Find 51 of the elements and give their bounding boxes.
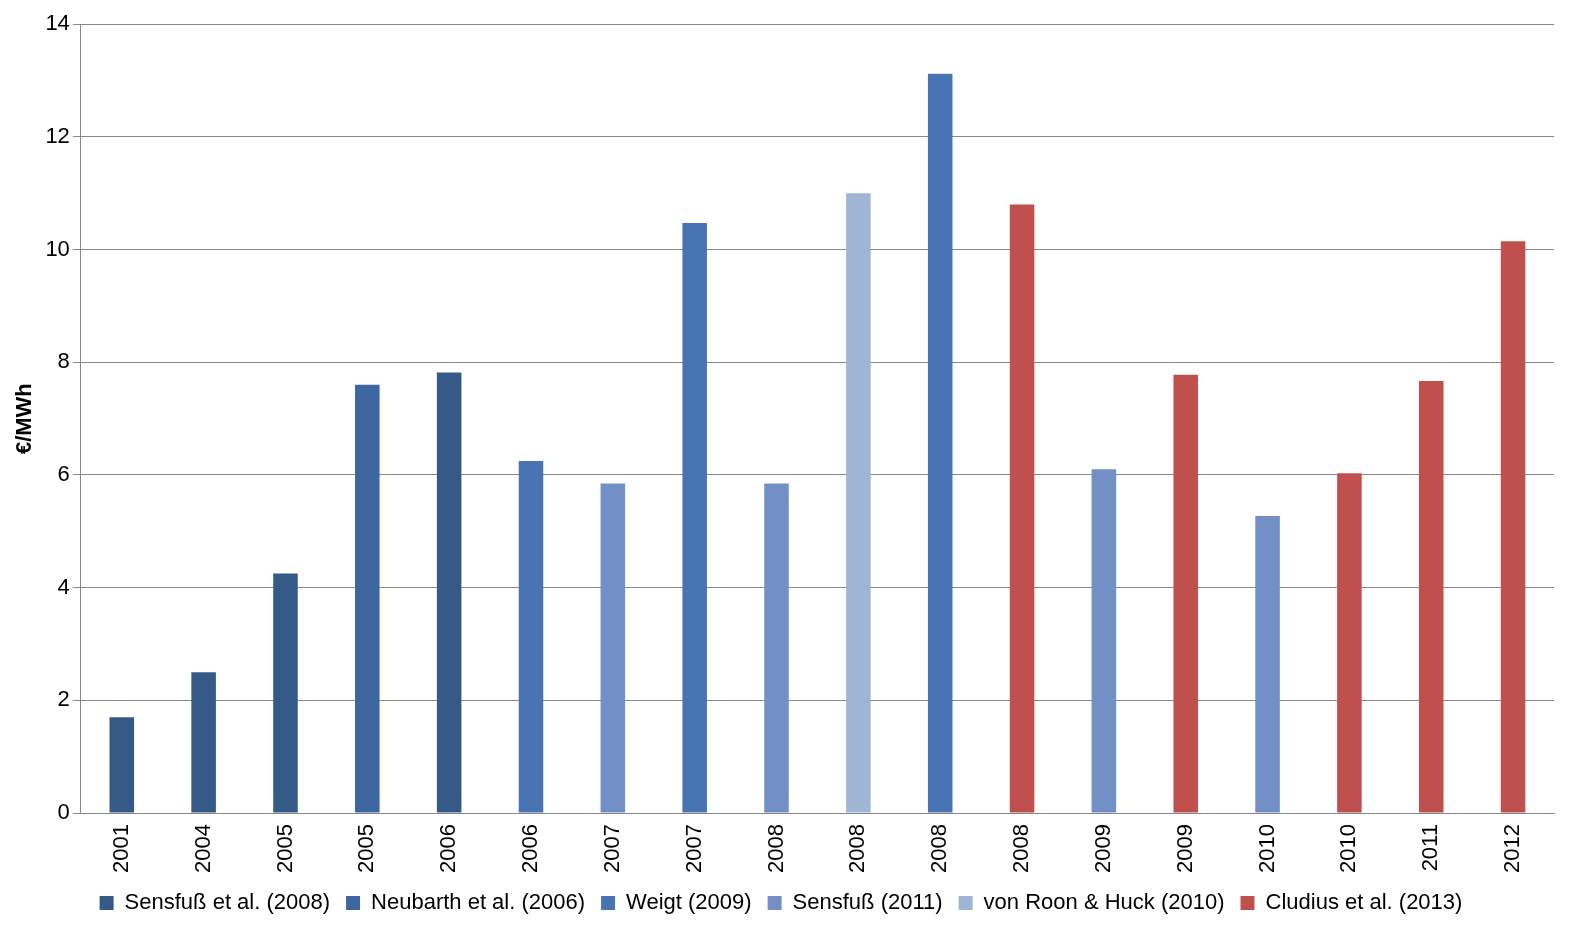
y-tick-label: 0 [57, 799, 70, 825]
bar [1337, 473, 1362, 813]
bar [846, 193, 871, 813]
y-axis-title: €/MWh [11, 383, 37, 455]
bar [273, 573, 298, 813]
x-tick-label: 2010 [1335, 824, 1361, 874]
x-tick-label: 2005 [271, 824, 297, 874]
bar [1009, 204, 1035, 813]
x-tick-label: 2010 [1253, 824, 1279, 874]
bar [600, 483, 626, 813]
x-tick-label: 2008 [762, 824, 788, 874]
bar [436, 372, 462, 813]
x-tick-label: 2007 [598, 824, 624, 874]
bar [191, 672, 216, 813]
legend-label: Weigt (2009) [626, 889, 752, 915]
x-tick-label: 2006 [517, 824, 543, 874]
bar [1091, 469, 1117, 813]
bar [682, 223, 707, 813]
legend-label: Neubarth et al. (2006) [371, 889, 586, 915]
x-tick-label: 2012 [1499, 824, 1525, 874]
x-tick-label: 2008 [1008, 824, 1034, 874]
y-tick-label: 12 [45, 122, 70, 148]
x-tick-label: 2001 [107, 824, 133, 874]
legend-label: Sensfuß (2011) [792, 889, 943, 915]
bar [764, 483, 789, 813]
bar [1500, 241, 1526, 813]
bar [1173, 374, 1198, 813]
x-tick-label: 2008 [844, 824, 870, 874]
bar [927, 73, 953, 813]
legend-label: von Roon & Huck (2010) [983, 889, 1225, 915]
bar [1255, 516, 1280, 813]
y-tick-label: 14 [45, 10, 70, 36]
x-tick-label: 2004 [189, 824, 215, 874]
x-tick-label: 2008 [926, 824, 952, 874]
x-tick-label: 2007 [680, 824, 706, 874]
y-tick-label: 10 [45, 235, 70, 261]
bar [355, 384, 380, 813]
x-tick-label: 2009 [1089, 824, 1115, 874]
bar [518, 460, 544, 813]
y-tick-label: 4 [57, 573, 70, 599]
y-tick-label: 8 [57, 348, 70, 374]
legend-label: Sensfuß et al. (2008) [124, 889, 331, 915]
bar [109, 717, 135, 813]
y-tick-label: 6 [57, 461, 70, 487]
x-tick-label: 2006 [435, 824, 461, 874]
legend-label: Cludius et al. (2013) [1265, 889, 1463, 915]
x-tick-label: 2005 [353, 824, 379, 874]
bar [1418, 380, 1444, 813]
y-tick-label: 2 [57, 686, 70, 712]
x-tick-label: 2009 [1171, 824, 1197, 874]
x-tick-label: 2011 [1417, 824, 1443, 872]
